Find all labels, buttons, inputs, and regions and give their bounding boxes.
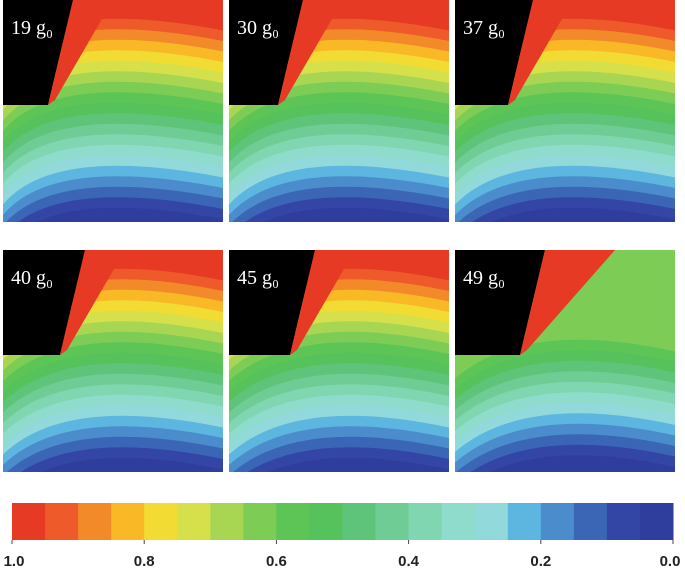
panel-label: 40 g₀ xyxy=(11,267,53,289)
band xyxy=(3,207,223,222)
colorbar-bin xyxy=(210,503,244,540)
colorbar-bin xyxy=(177,503,211,540)
contour-panel: 45 g₀ xyxy=(229,250,449,472)
contour-panel: 37 g₀ xyxy=(455,0,675,222)
colorbar-bin xyxy=(540,503,575,540)
band xyxy=(455,207,675,222)
colorbar-tick-label: 0.0 xyxy=(660,553,681,570)
band xyxy=(229,457,449,472)
chip xyxy=(508,0,573,105)
tool xyxy=(229,0,303,105)
panel-label: 49 g₀ xyxy=(463,267,505,289)
contour-panel: 49 g₀ xyxy=(455,250,675,472)
colorbar-bin xyxy=(45,503,79,540)
panel-label: 45 g₀ xyxy=(237,267,279,289)
colorbar-bin xyxy=(243,503,277,540)
colorbar-bin xyxy=(144,503,178,540)
band xyxy=(229,207,449,222)
chip xyxy=(48,0,113,105)
panel-label: 37 g₀ xyxy=(463,17,505,39)
colorbar-tick-label: 0.2 xyxy=(530,553,551,570)
colorbar-tick-label: 0.8 xyxy=(134,553,155,570)
colorbar-bin xyxy=(639,503,674,540)
contour-panel: 30 g₀ xyxy=(229,0,449,222)
colorbar-bin xyxy=(111,503,145,540)
panel-label: 19 g₀ xyxy=(11,17,53,39)
band xyxy=(455,455,675,472)
colorbar-bin xyxy=(408,503,443,540)
colorbar-bin xyxy=(12,503,46,540)
chip xyxy=(60,250,125,355)
contour-panel: 40 g₀ xyxy=(3,250,223,472)
tool xyxy=(3,250,85,355)
panel-label: 30 g₀ xyxy=(237,17,279,39)
colorbar-bin xyxy=(474,503,509,540)
colorbar-bin xyxy=(507,503,542,540)
contour-panel: 19 g₀ xyxy=(3,0,223,222)
tool xyxy=(3,0,73,105)
tool xyxy=(455,0,533,105)
chip xyxy=(290,250,355,355)
tool xyxy=(455,250,545,355)
colorbar-bin xyxy=(606,503,641,540)
tool xyxy=(229,250,315,355)
band xyxy=(3,457,223,472)
colorbar-bin xyxy=(342,503,377,540)
colorbar-bin xyxy=(276,503,310,540)
chip xyxy=(278,0,343,105)
colorbar-bin xyxy=(441,503,476,540)
colorbar-bin xyxy=(573,503,608,540)
colorbar-tick-label: 0.4 xyxy=(398,553,420,570)
colorbar-tick-label: 1.0 xyxy=(4,553,25,570)
colorbar-bin xyxy=(375,503,410,540)
colorbar-tick-label: 0.6 xyxy=(266,553,287,570)
colorbar-bin xyxy=(309,503,343,540)
colorbar-bin xyxy=(78,503,112,540)
chip xyxy=(520,250,615,355)
